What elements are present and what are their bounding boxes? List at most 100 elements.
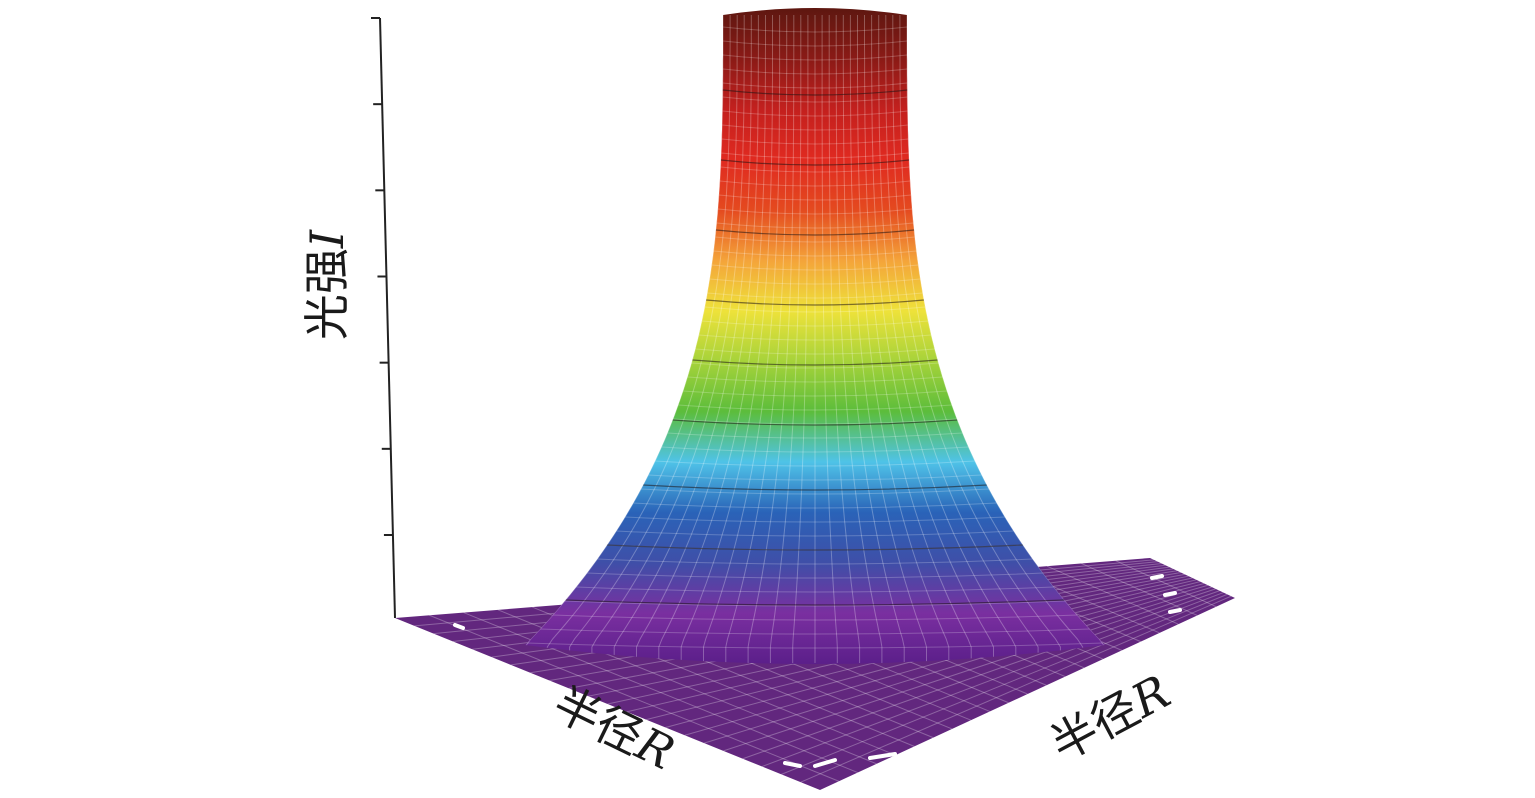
mesh-line [721, 138, 909, 145]
mesh-line [678, 404, 952, 411]
mesh-line [717, 208, 913, 215]
mesh-line [564, 600, 1066, 607]
mesh-line [613, 15, 752, 663]
mesh-line [864, 15, 972, 663]
mesh-line [703, 15, 781, 663]
mesh-line [722, 68, 908, 75]
contour-line [706, 299, 924, 306]
mesh-line [716, 222, 914, 229]
mesh-line [552, 614, 1078, 621]
base-grid-line [684, 584, 1209, 736]
base-grid-line [1115, 560, 1217, 608]
contour-line [692, 359, 938, 366]
mesh-line [722, 96, 908, 103]
mesh-line [641, 488, 989, 495]
mesh-line [546, 15, 731, 663]
mesh-line [835, 15, 883, 663]
contour-line [565, 599, 1065, 606]
base-grid-line [800, 595, 1232, 783]
mesh-line [658, 15, 766, 663]
mesh-line [722, 110, 908, 117]
mesh-line [587, 572, 1043, 579]
mesh-line [636, 15, 759, 663]
mesh-line [828, 15, 861, 663]
mesh-line [885, 15, 1039, 663]
mesh-line [576, 586, 1054, 593]
z-axis-ticks [371, 17, 393, 536]
mesh-line [719, 180, 911, 187]
base-grid-line [703, 586, 1212, 744]
mesh-line [720, 166, 910, 173]
z-axis-line [379, 17, 396, 619]
base-grid-line [1046, 565, 1179, 625]
mesh-line [667, 432, 963, 439]
mesh-line [711, 264, 919, 271]
mesh-line [707, 292, 923, 299]
contour-line [715, 229, 915, 236]
mesh-line [769, 15, 802, 663]
mesh-line [718, 194, 912, 201]
mesh-line [722, 82, 908, 89]
base-edge-mark [453, 643, 464, 650]
base-edge-mark [1163, 591, 1177, 597]
base-edge-mark [458, 603, 470, 611]
mesh-line [878, 15, 1017, 663]
base-edge-mark [813, 758, 837, 768]
base-edge-mark [1168, 608, 1182, 614]
mesh-line [616, 530, 1014, 537]
mesh-line [695, 348, 935, 355]
mesh-line [687, 376, 943, 383]
base-edge-mark [1150, 574, 1164, 580]
mesh-line [747, 15, 795, 663]
base-edge-mark [453, 623, 465, 630]
mesh-line [661, 446, 969, 453]
mesh-line [569, 15, 738, 663]
base-edge-mark [783, 761, 802, 768]
mesh-line [526, 642, 1104, 649]
base-grid-line [761, 592, 1224, 768]
base-grid-line [1081, 562, 1198, 616]
base-grid-line [723, 588, 1216, 752]
mesh-line [725, 15, 788, 663]
mesh-line [721, 152, 909, 159]
base-grid-line [742, 590, 1220, 760]
contour-lines [565, 89, 1065, 606]
surface-mesh [525, 15, 1105, 663]
mesh-line [871, 15, 994, 663]
mesh-line [597, 558, 1033, 565]
mesh-line [625, 516, 1005, 523]
contour-line [607, 544, 1023, 551]
base-grid-line [429, 614, 840, 782]
mesh-line [673, 418, 957, 425]
mesh-line [821, 15, 838, 663]
contour-line [643, 484, 987, 491]
base-grid-line [463, 612, 858, 774]
base-edge-mark [868, 752, 897, 760]
mesh-line [655, 460, 975, 467]
mesh-line [698, 334, 932, 341]
mesh-line [857, 15, 950, 663]
mesh-line [540, 628, 1090, 635]
mesh-line [691, 362, 939, 369]
mesh-line [842, 15, 905, 663]
base-grid-line [781, 593, 1228, 775]
contour-line [722, 89, 908, 96]
mesh-line [899, 15, 1084, 663]
mesh-line [701, 320, 929, 327]
mesh-line [713, 250, 917, 257]
mesh-line [849, 15, 927, 663]
mesh-line [591, 15, 745, 663]
mesh-line [715, 236, 915, 243]
mesh-line [633, 502, 997, 509]
mesh-line [709, 278, 921, 285]
mesh-line [704, 306, 926, 313]
contour-line [720, 159, 910, 166]
mesh-line [722, 54, 908, 61]
contour-line [672, 419, 958, 426]
mesh-line [722, 26, 908, 33]
mesh-line [892, 15, 1061, 663]
mesh-line [722, 124, 908, 131]
base-edge-marks [453, 574, 1182, 768]
mesh-line [648, 474, 982, 481]
